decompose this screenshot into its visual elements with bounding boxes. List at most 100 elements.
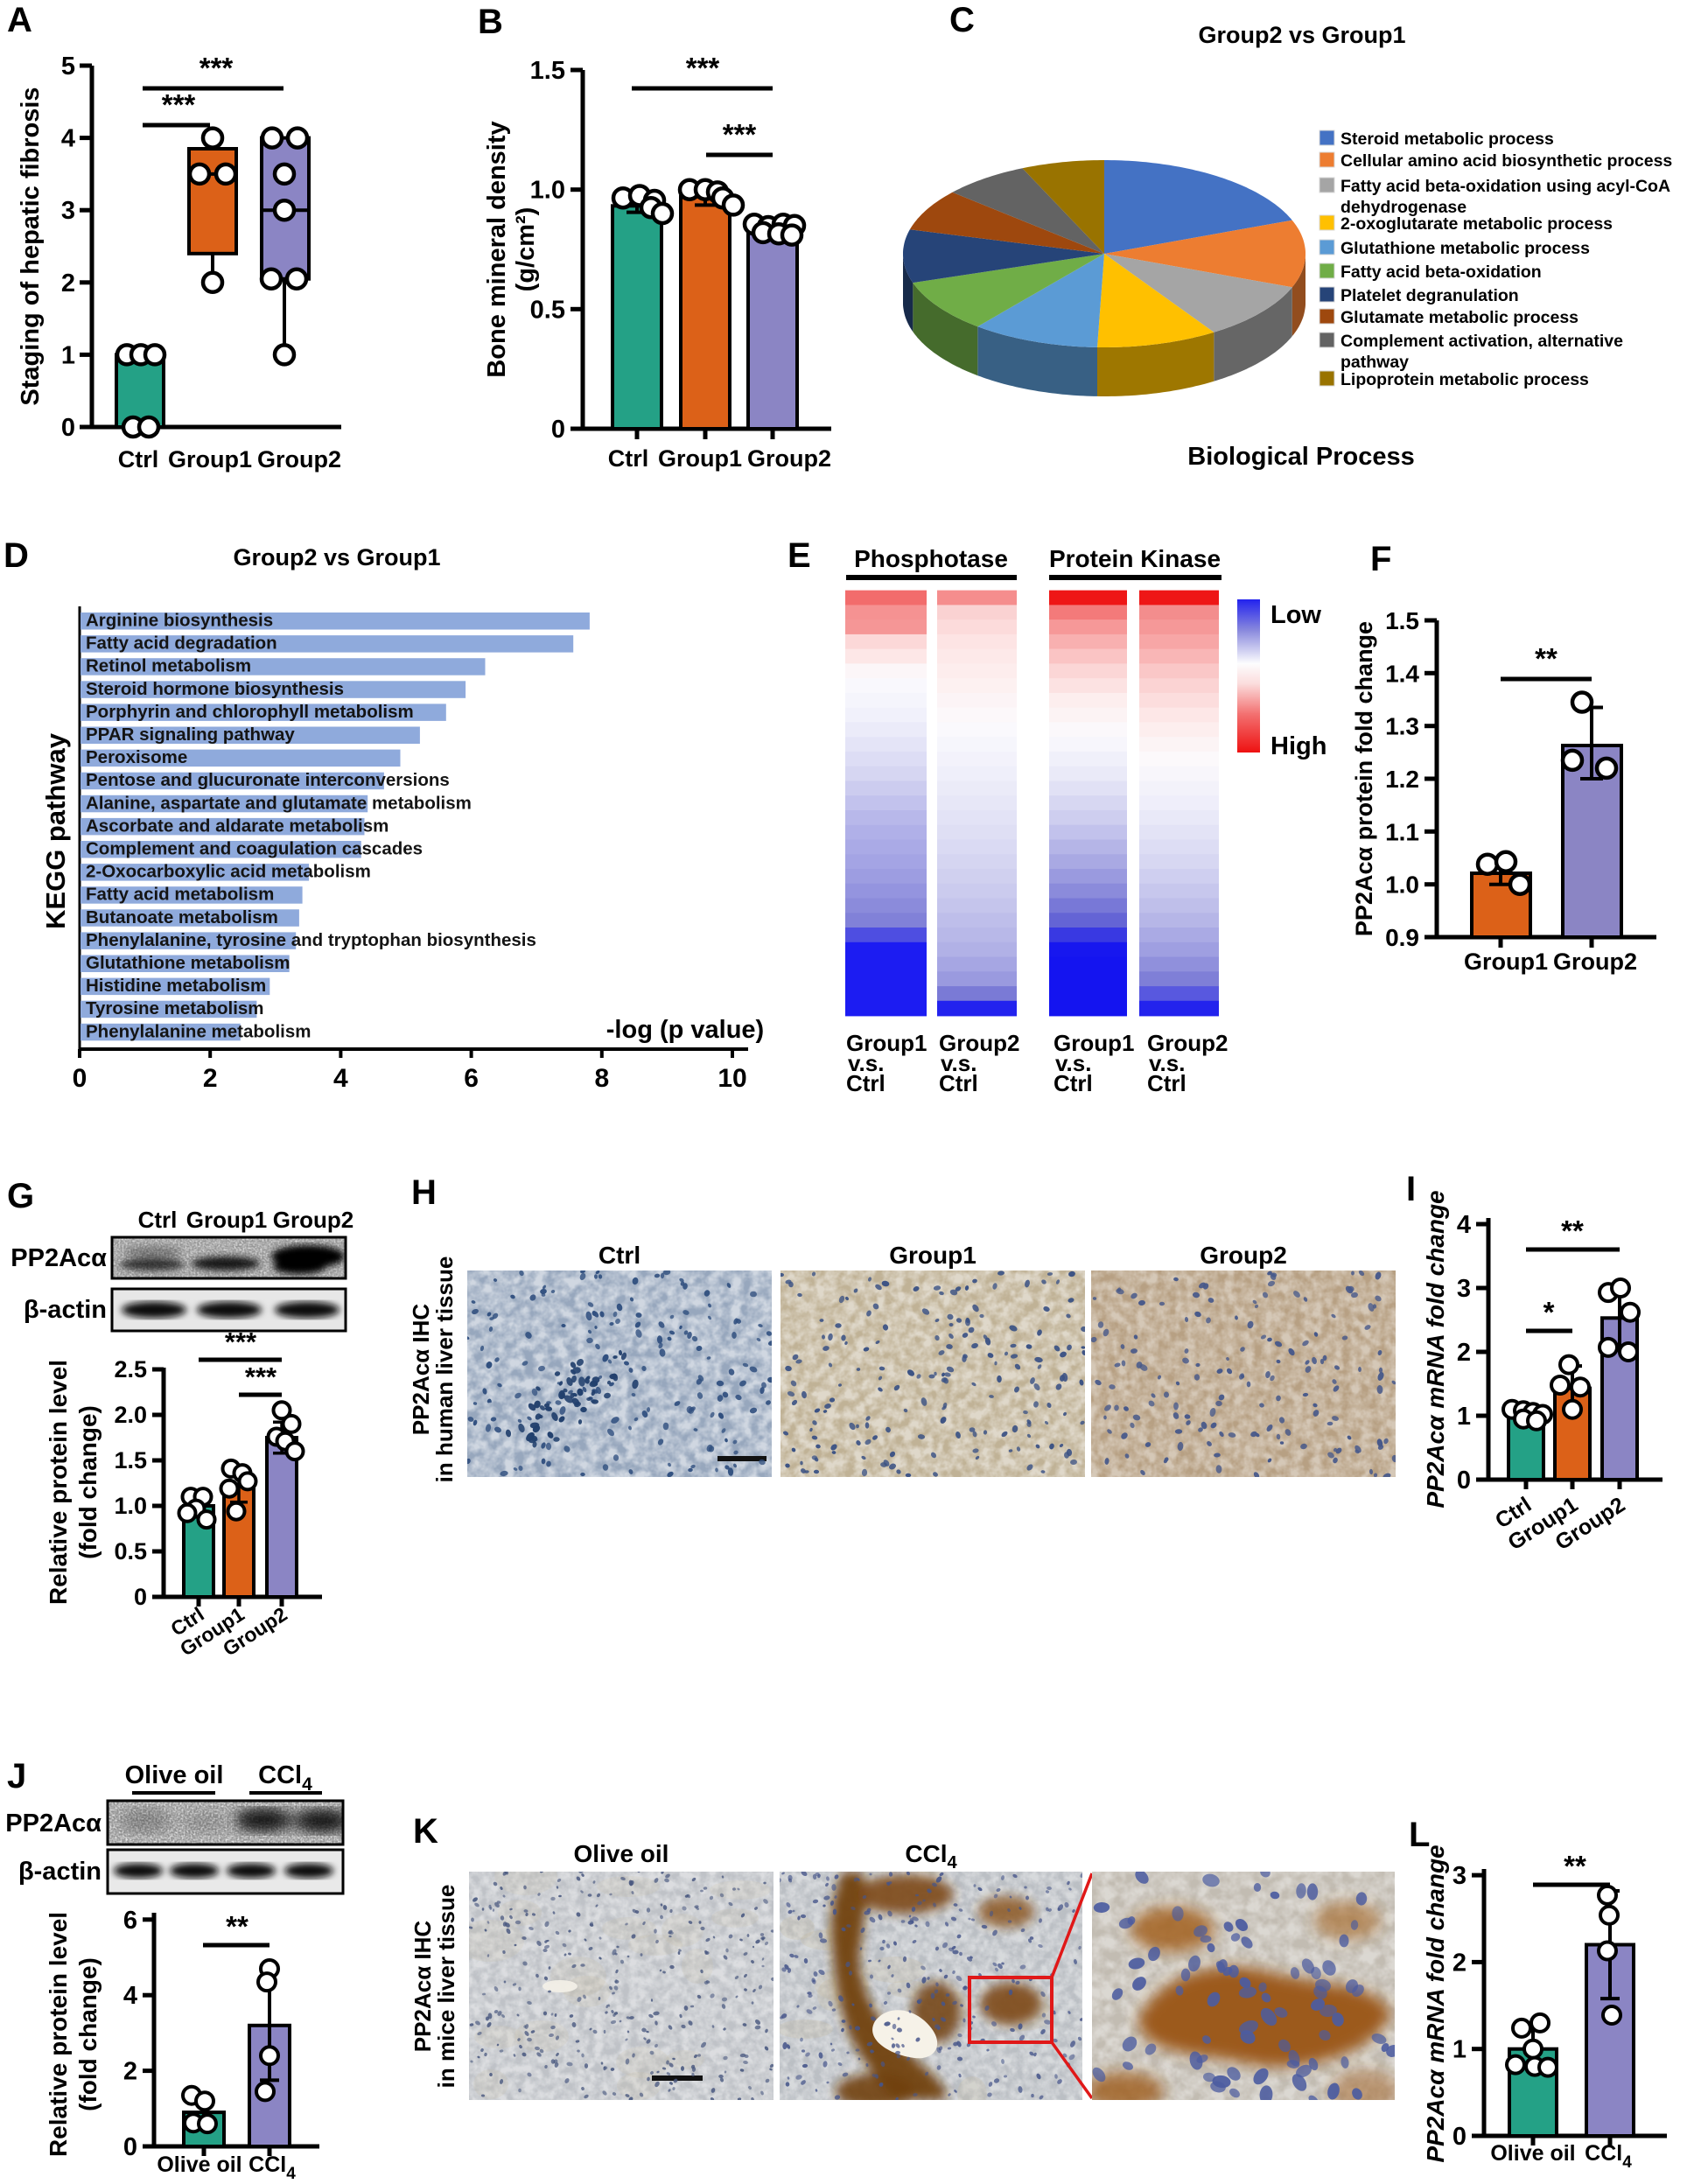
svg-text:PP2Acα: PP2Acα	[10, 1244, 107, 1272]
svg-text:2.0: 2.0	[114, 1402, 147, 1428]
svg-text:***: ***	[245, 1362, 277, 1392]
svg-text:Staging of hepatic fibrosis: Staging of hepatic fibrosis	[17, 87, 45, 405]
svg-text:**: **	[1535, 642, 1558, 675]
svg-text:Group1: Group1	[1464, 948, 1548, 975]
svg-text:3: 3	[61, 197, 75, 225]
svg-text:Group2: Group2	[1553, 948, 1637, 975]
svg-text:**: **	[1561, 1214, 1584, 1247]
svg-text:1.3: 1.3	[1385, 713, 1419, 740]
svg-text:Group2: Group2	[747, 445, 831, 472]
svg-text:1.5: 1.5	[114, 1447, 147, 1474]
svg-text:4: 4	[123, 1982, 137, 2010]
svg-text:in mice liver tissue: in mice liver tissue	[433, 1885, 459, 2089]
svg-text:Group1: Group1	[846, 1030, 927, 1056]
svg-text:Group2 vs Group1: Group2 vs Group1	[1198, 22, 1405, 48]
svg-text:Group2 vs Group1: Group2 vs Group1	[233, 544, 440, 570]
svg-text:Group2: Group2	[1200, 1242, 1287, 1269]
svg-text:F: F	[1370, 540, 1391, 578]
svg-text:Platelet degranulation: Platelet degranulation	[1340, 286, 1519, 305]
svg-text:Fatty acid metabolism: Fatty acid metabolism	[86, 885, 274, 905]
svg-text:Group2: Group2	[273, 1207, 354, 1233]
svg-text:Ctrl: Ctrl	[1147, 1070, 1186, 1096]
svg-text:2: 2	[1457, 1339, 1471, 1367]
svg-text:1.0: 1.0	[530, 177, 565, 205]
svg-text:G: G	[7, 1177, 34, 1215]
svg-text:1.5: 1.5	[530, 57, 565, 85]
svg-text:J: J	[7, 1757, 26, 1796]
svg-text:Group1: Group1	[1054, 1030, 1134, 1056]
svg-text:3: 3	[1457, 1275, 1471, 1303]
svg-text:PP2Acα IHC: PP2Acα IHC	[410, 1921, 436, 2053]
svg-text:E: E	[788, 536, 811, 575]
svg-text:Glutathione metabolic process: Glutathione metabolic process	[1340, 239, 1590, 258]
svg-text:0: 0	[134, 1584, 147, 1610]
svg-text:1: 1	[1457, 1403, 1471, 1431]
svg-text:5: 5	[61, 52, 75, 80]
svg-text:Ctrl: Ctrl	[598, 1242, 640, 1269]
svg-text:D: D	[4, 536, 29, 575]
svg-text:0: 0	[1452, 2123, 1466, 2151]
svg-text:B: B	[478, 3, 503, 41]
svg-text:Fatty acid beta-oxidation usin: Fatty acid beta-oxidation using acyl-CoA	[1340, 177, 1670, 196]
svg-text:(g/cm²): (g/cm²)	[512, 207, 540, 292]
svg-text:0.5: 0.5	[530, 296, 565, 324]
svg-text:Butanoate metabolism: Butanoate metabolism	[86, 907, 278, 928]
svg-text:Steroid hormone biosynthesis: Steroid hormone biosynthesis	[86, 679, 344, 699]
svg-text:Pentose and glucuronate interc: Pentose and glucuronate interconversions	[86, 770, 450, 790]
svg-text:-log (p value): -log (p value)	[606, 1016, 764, 1044]
svg-text:Group1: Group1	[168, 446, 252, 472]
svg-text:High: High	[1270, 732, 1326, 760]
svg-text:Phenylalanine, tyrosine and tr: Phenylalanine, tyrosine and tryptophan b…	[86, 930, 536, 950]
svg-text:v.s.: v.s.	[1149, 1050, 1185, 1076]
svg-text:Group2: Group2	[257, 446, 341, 472]
svg-text:Fatty acid degradation: Fatty acid degradation	[86, 634, 277, 654]
svg-text:Glutathione metabolism: Glutathione metabolism	[86, 953, 290, 973]
svg-text:Relative protein level: Relative protein level	[45, 1360, 72, 1605]
svg-text:PP2Acα: PP2Acα	[5, 1810, 102, 1838]
svg-text:KEGG pathway: KEGG pathway	[40, 732, 71, 929]
svg-text:2: 2	[203, 1064, 218, 1093]
svg-text:CCl4: CCl4	[258, 1761, 312, 1795]
svg-text:Phosphotase: Phosphotase	[854, 545, 1008, 572]
svg-text:pathway: pathway	[1340, 353, 1409, 372]
svg-text:A: A	[7, 1, 32, 39]
svg-text:Relative protein level: Relative protein level	[45, 1912, 72, 2157]
svg-text:Ctrl: Ctrl	[138, 1207, 178, 1233]
svg-text:1.5: 1.5	[1385, 607, 1419, 634]
svg-text:0: 0	[73, 1064, 88, 1093]
svg-text:in human liver tissue: in human liver tissue	[431, 1256, 458, 1483]
svg-text:1.2: 1.2	[1385, 766, 1419, 793]
svg-text:Ctrl: Ctrl	[846, 1070, 886, 1096]
svg-text:v.s.: v.s.	[848, 1050, 884, 1076]
svg-text:Alanine, aspartate and glutama: Alanine, aspartate and glutamate metabol…	[86, 793, 472, 813]
svg-text:0: 0	[551, 416, 565, 444]
svg-text:6: 6	[464, 1064, 479, 1093]
svg-text:Group2: Group2	[939, 1030, 1019, 1056]
svg-text:Biological Process: Biological Process	[1187, 443, 1415, 471]
svg-text:1.4: 1.4	[1385, 660, 1419, 687]
svg-text:Retinol metabolism: Retinol metabolism	[86, 656, 251, 676]
svg-text:0: 0	[61, 414, 75, 442]
svg-text:2-Oxocarboxylic acid metabolis: 2-Oxocarboxylic acid metabolism	[86, 862, 371, 882]
svg-text:Ctrl: Ctrl	[118, 446, 159, 472]
svg-text:(fold change): (fold change)	[74, 1957, 102, 2111]
svg-text:Protein Kinase: Protein Kinase	[1049, 545, 1221, 572]
svg-text:Bone mineral density: Bone mineral density	[483, 121, 511, 377]
svg-text:*: *	[1544, 1296, 1555, 1328]
svg-text:4: 4	[61, 125, 75, 153]
svg-text:β-actin: β-actin	[24, 1296, 107, 1324]
svg-text:H: H	[411, 1173, 437, 1212]
svg-text:**: **	[226, 1910, 248, 1942]
svg-text:3: 3	[1452, 1862, 1466, 1890]
svg-text:v.s.: v.s.	[941, 1050, 976, 1076]
svg-text:1.0: 1.0	[1385, 872, 1419, 899]
svg-text:1: 1	[61, 341, 75, 369]
svg-text:***: ***	[200, 52, 234, 84]
svg-text:Complement activation, alterna: Complement activation, alternative	[1340, 332, 1623, 351]
svg-text:PP2Acα protein fold change: PP2Acα protein fold change	[1351, 621, 1377, 936]
svg-text:2: 2	[1452, 1949, 1466, 1977]
svg-text:Ctrl: Ctrl	[1054, 1070, 1093, 1096]
svg-text:Cellular amino acid biosynthet: Cellular amino acid biosynthetic process	[1340, 151, 1672, 171]
svg-text:Lipoprotein metabolic process: Lipoprotein metabolic process	[1340, 370, 1589, 389]
svg-text:β-actin: β-actin	[18, 1858, 102, 1886]
